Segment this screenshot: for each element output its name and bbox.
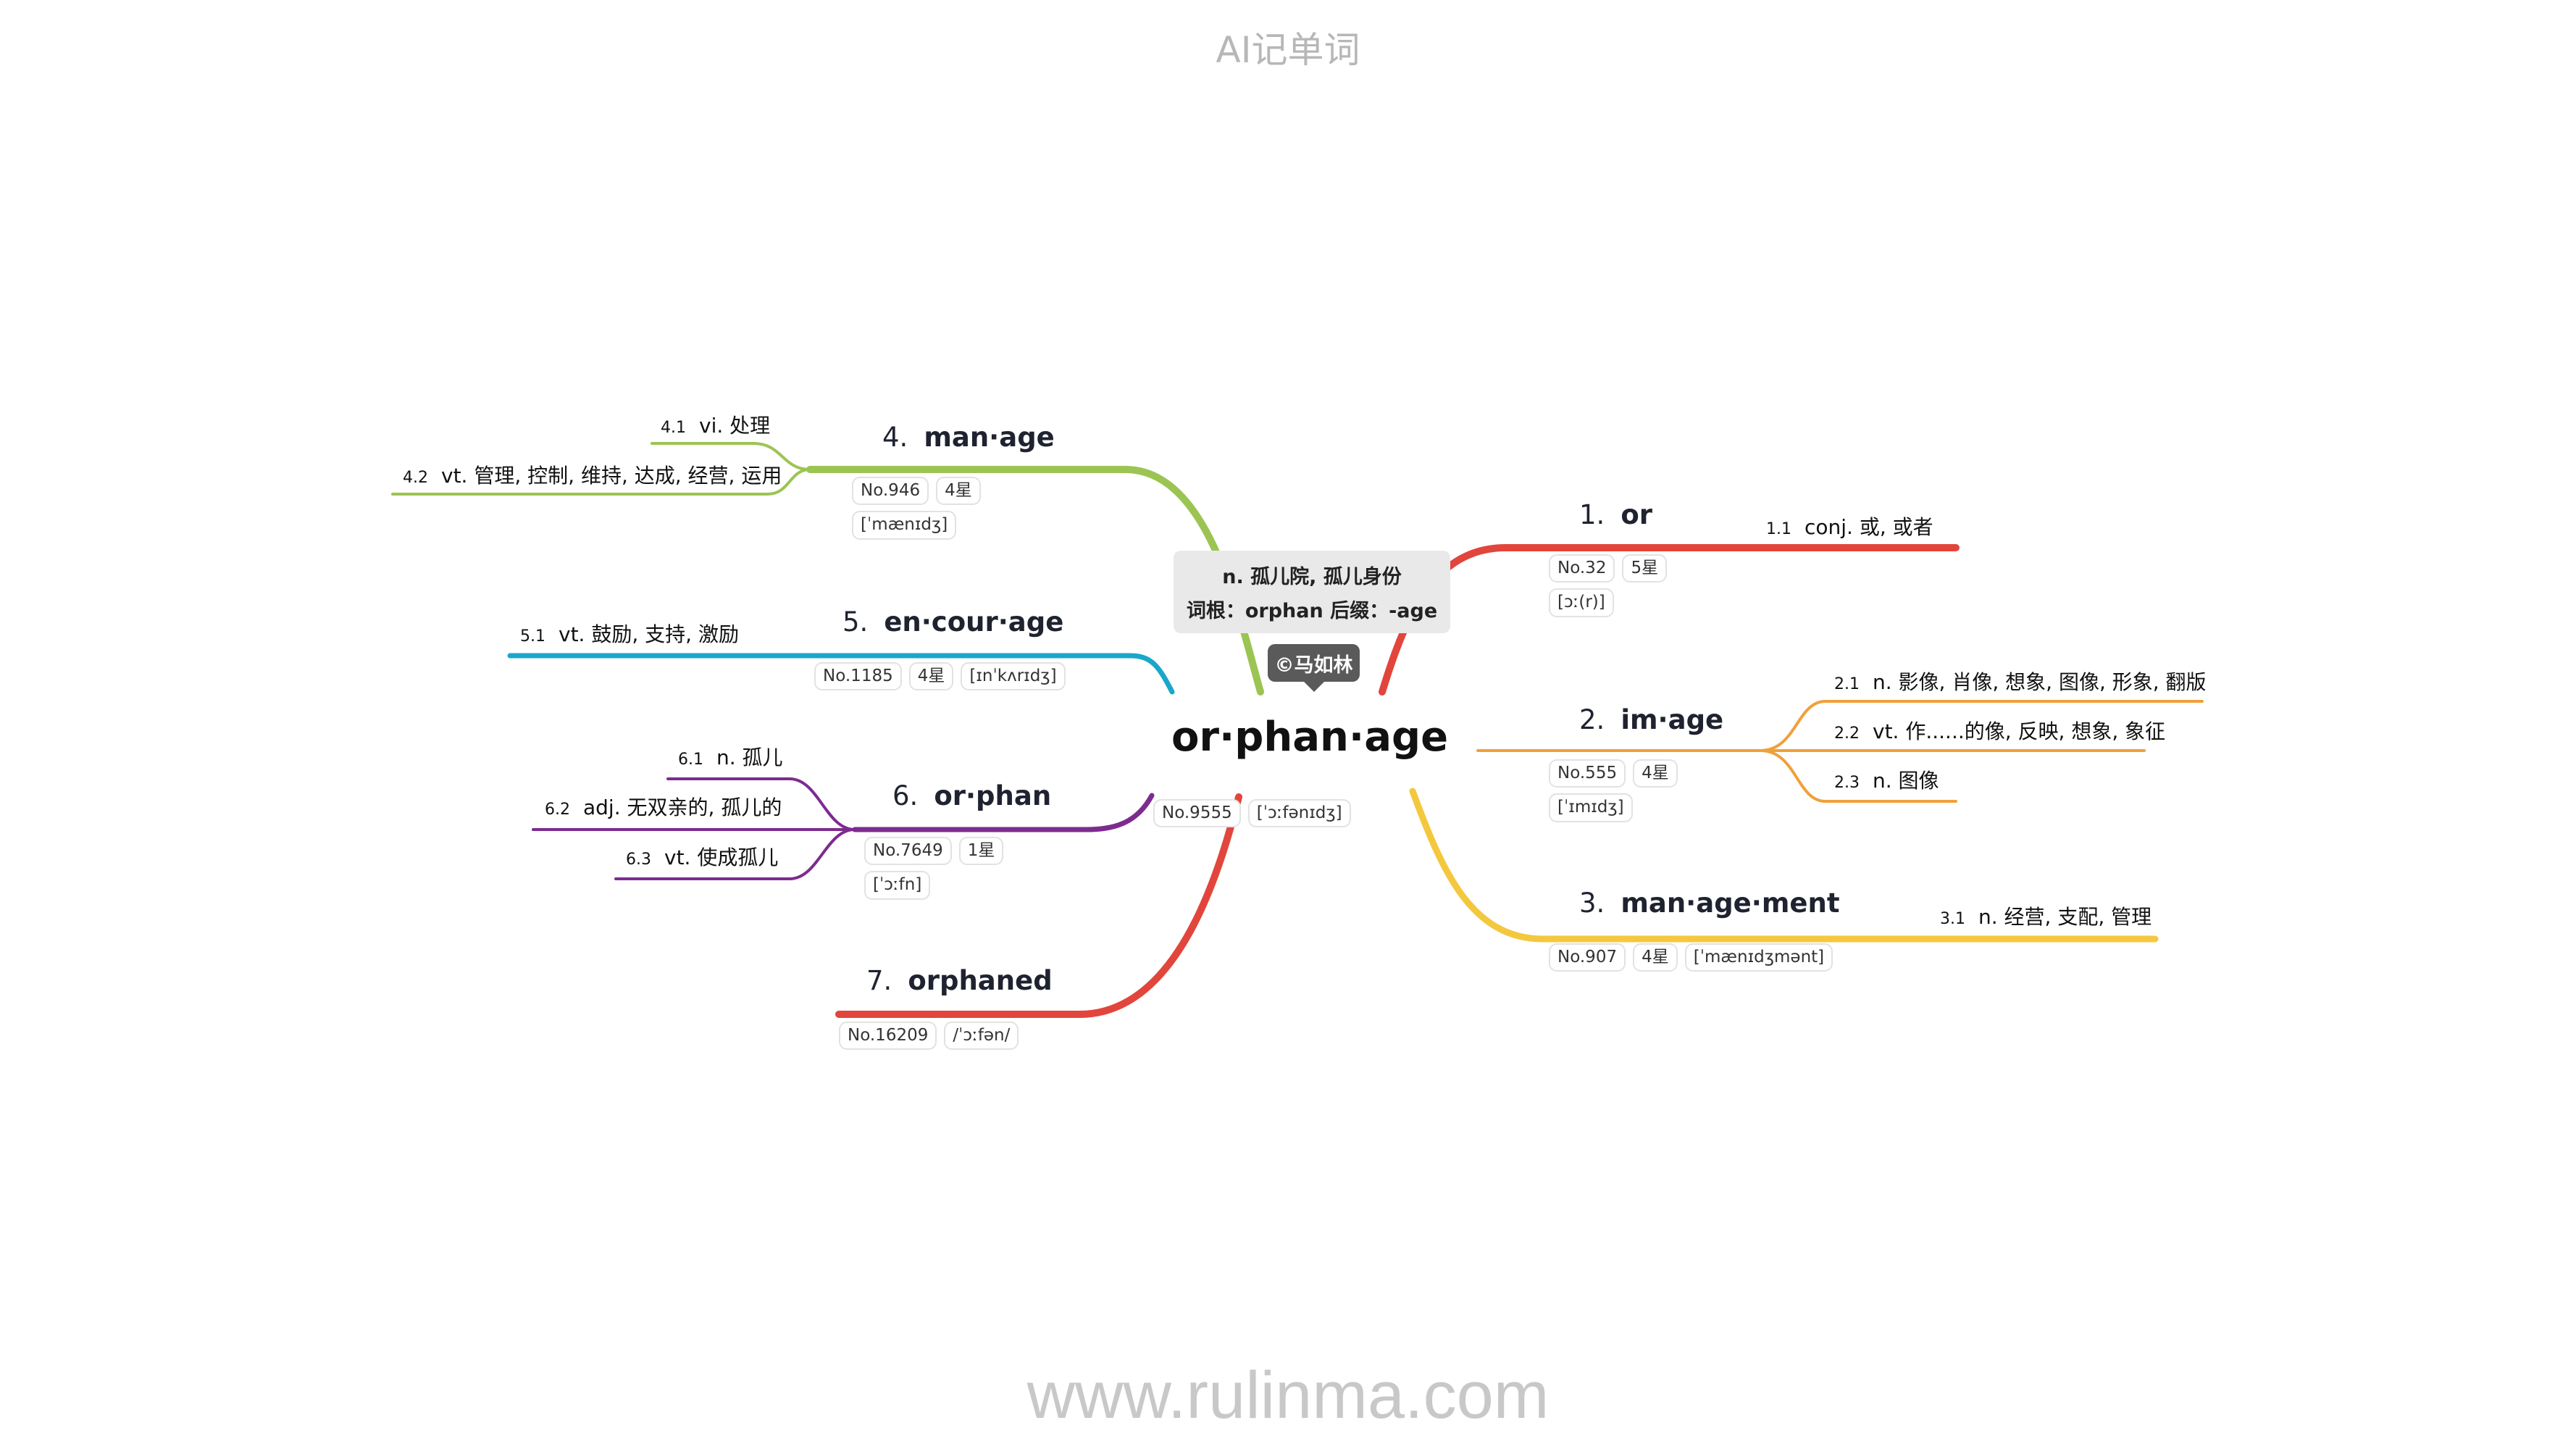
node-word: orphaned	[908, 965, 1053, 996]
node-orphaned[interactable]: 7. orphaned	[866, 967, 1053, 994]
node-or-tags: No.32 5星 [ɔː(r)]	[1549, 554, 1694, 617]
branch-connector	[614, 828, 856, 880]
node-word: en·cour·age	[884, 606, 1064, 638]
tag-rank: No.907	[1549, 943, 1626, 972]
node-word: man·age·ment	[1621, 888, 1840, 919]
definition-4-2: 4.2 vt. 管理, 控制, 维持, 达成, 经营, 运用	[403, 464, 782, 488]
central-word[interactable]: or·phan·age	[1171, 714, 1449, 761]
branch-connector	[666, 777, 856, 831]
branch-connector	[1409, 788, 2159, 943]
node-manage[interactable]: 4. man·age	[882, 424, 1055, 451]
callout-root-suffix: 词根：orphan 后缀：-age	[1186, 600, 1438, 622]
definition-2-1: 2.1 n. 影像, 肖像, 想象, 图像, 形象, 翻版	[1834, 670, 2207, 694]
branch-connector	[1759, 749, 1957, 803]
tag-stars: 1星	[958, 837, 1004, 866]
tag-stars: 4星	[1633, 943, 1678, 972]
tag-rank: No.9555	[1153, 799, 1241, 828]
tag-stars: 5星	[1622, 554, 1668, 583]
tag-stars: 4星	[908, 662, 954, 691]
node-orphan-tags: No.7649 1星 [ˈɔːfn]	[864, 837, 1016, 900]
branch-connector	[835, 793, 1242, 1018]
node-number: 7.	[866, 965, 892, 996]
definition-4-1: 4.1 vi. 处理	[661, 414, 771, 438]
node-image-tags: No.555 4星 [ˈɪmɪdʒ]	[1549, 759, 1694, 822]
tag-phonetic: [ˈmænɪdʒ]	[852, 511, 957, 540]
copyright-badge: ©马如林	[1268, 644, 1360, 692]
node-image[interactable]: 2. im·age	[1579, 706, 1723, 733]
tag-phonetic: [ɔː(r)]	[1549, 588, 1614, 617]
tag-phonetic: [ˈɔːfənɪdʒ]	[1247, 799, 1351, 828]
definition-6-3: 6.3 vt. 使成孤儿	[626, 845, 779, 869]
tag-rank: No.555	[1549, 759, 1626, 788]
node-orphaned-tags: No.16209 /ˈɔːfən/	[839, 1022, 1019, 1051]
node-number: 3.	[1579, 888, 1605, 919]
node-encourage-tags: No.1185 4星 [ɪnˈkʌrɪdʒ]	[814, 662, 1066, 691]
definition-5-1: 5.1 vt. 鼓励, 支持, 激励	[520, 622, 739, 646]
definition-3-1: 3.1 n. 经营, 支配, 管理	[1940, 905, 2152, 929]
branch-connector	[806, 466, 1264, 696]
branch-connector	[852, 793, 1155, 832]
node-management-tags: No.907 4星 [ˈmænɪdʒmənt]	[1549, 943, 1833, 972]
tag-rank: No.32	[1549, 554, 1615, 583]
tag-rank: No.7649	[864, 837, 952, 866]
definition-2-3: 2.3 n. 图像	[1834, 769, 1939, 793]
node-orphan[interactable]: 6. or·phan	[892, 782, 1051, 809]
node-number: 1.	[1579, 499, 1605, 530]
node-number: 6.	[892, 780, 919, 811]
node-word: or	[1621, 499, 1652, 530]
tag-phonetic: [ˈmænɪdʒmənt]	[1684, 943, 1833, 972]
node-or[interactable]: 1. or	[1579, 501, 1652, 528]
node-word: im·age	[1621, 704, 1724, 735]
tag-rank: No.1185	[814, 662, 902, 691]
definition-6-2: 6.2 adj. 无双亲的, 孤儿的	[545, 796, 782, 819]
app-title: AI记单词	[1216, 29, 1360, 71]
tag-rank: No.16209	[839, 1022, 937, 1051]
definition-2-2: 2.2 vt. 作......的像, 反映, 想象, 象征	[1834, 719, 2166, 743]
callout-meaning: n. 孤儿院, 孤儿身份	[1222, 566, 1402, 588]
node-number: 2.	[1579, 704, 1605, 735]
central-callout: n. 孤儿院, 孤儿身份 词根：orphan 后缀：-age	[1174, 551, 1450, 633]
tag-stars: 4星	[1633, 759, 1678, 788]
tag-phonetic: /ˈɔːfən/	[944, 1022, 1019, 1051]
node-encourage[interactable]: 5. en·cour·age	[842, 609, 1063, 635]
tag-rank: No.946	[852, 477, 929, 506]
node-number: 5.	[842, 606, 869, 638]
central-tags: No.9555 [ˈɔːfənɪdʒ]	[1153, 799, 1351, 828]
branch-connector	[651, 442, 811, 471]
branch-connector	[1759, 700, 2204, 752]
node-word: or·phan	[934, 780, 1052, 811]
tag-phonetic: [ˈɪmɪdʒ]	[1549, 793, 1633, 822]
tag-phonetic: [ˈɔːfn]	[864, 871, 931, 900]
node-number: 4.	[882, 422, 908, 453]
definition-1-1: 1.1 conj. 或, 或者	[1766, 515, 1933, 539]
node-word: man·age	[924, 422, 1055, 453]
branch-connector	[507, 653, 1175, 695]
node-manage-tags: No.946 4星 [ˈmænɪdʒ]	[852, 477, 1004, 540]
node-management[interactable]: 3. man·age·ment	[1579, 890, 1840, 916]
tag-phonetic: [ɪnˈkʌrɪdʒ]	[961, 662, 1066, 691]
branch-connector	[391, 468, 811, 496]
definition-6-1: 6.1 n. 孤儿	[678, 746, 783, 769]
site-url[interactable]: www.rulinma.com	[1026, 1358, 1550, 1432]
tag-stars: 4星	[936, 477, 981, 506]
